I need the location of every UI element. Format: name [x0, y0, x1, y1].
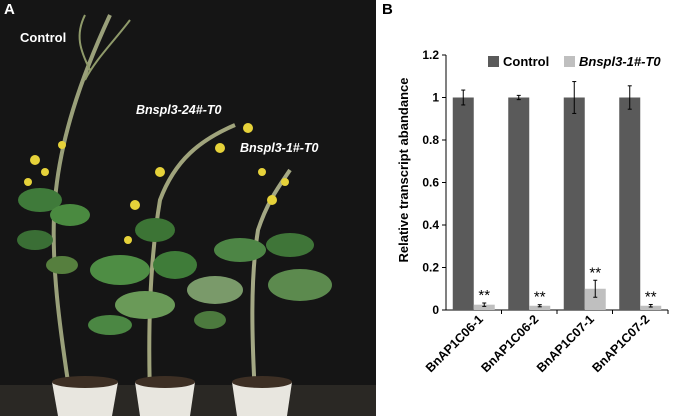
mutant-1-plant-label: Bnspl3-1#-T0 — [240, 141, 319, 155]
mutant-24-plant-leaf — [88, 315, 132, 335]
mutant-24-plant-flower — [155, 167, 165, 177]
legend-label-control: Control — [503, 54, 549, 69]
control-pot-soil — [52, 376, 118, 388]
mutant-24-plant-leaf — [153, 251, 197, 279]
mutant-24-plant-leaf — [90, 255, 150, 285]
y-tick-label: 0.8 — [422, 133, 439, 147]
transcript-bar-chart: B ** ****** 00.20.40.60.811.2 BnAP1C06-1B… — [382, 1, 669, 375]
control-plant-label: Control — [20, 30, 66, 45]
control-plant-leaf — [18, 188, 62, 212]
control-plant-flower — [30, 155, 40, 165]
mutant-24-plant-leaf — [135, 218, 175, 242]
control-plant-flower — [24, 178, 32, 186]
y-tick-label: 0.2 — [422, 261, 439, 275]
significance-marker: ** — [589, 264, 601, 281]
mutant-1-pot — [232, 382, 292, 416]
mutant-24-plant-leaf — [115, 291, 175, 319]
control-plant-flower — [58, 141, 66, 149]
mutant-24-plant-flower — [243, 123, 253, 133]
control-plant-branch — [78, 14, 91, 71]
significance-marker: ** — [478, 287, 490, 304]
mutant-1-pot-soil — [232, 376, 292, 388]
control-plant-leaf — [17, 230, 53, 250]
y-tick-label: 0.6 — [422, 176, 439, 190]
mutant-24-plant-label: Bnspl3-24#-T0 — [136, 103, 221, 117]
legend-swatch-mutant — [564, 56, 575, 67]
significance-marker: ** — [534, 289, 546, 306]
mutant-24-pot-soil — [135, 376, 195, 388]
bar-mutant — [529, 305, 551, 310]
panel-a-label: A — [4, 1, 15, 18]
bar-mutant — [584, 288, 606, 310]
plant-photo-panel: A Control Bnspl3-24#-T0 Bnspl3-1#-T0 — [0, 0, 376, 416]
significance-marker: ** — [645, 288, 657, 305]
y-tick-label: 1.2 — [422, 48, 439, 62]
x-category-label: BnAP1C06-1 — [423, 312, 486, 375]
panel-b-label: B — [382, 1, 393, 18]
control-plant-flower — [41, 168, 49, 176]
mutant-1-plant-flower — [267, 195, 277, 205]
x-category-label: BnAP1C07-2 — [589, 312, 652, 375]
control-plant-leaf — [46, 256, 78, 274]
mutant-24-plant-stem — [147, 123, 236, 396]
control-pot — [52, 382, 118, 416]
x-category-label: BnAP1C07-1 — [534, 312, 597, 375]
y-tick-label: 1 — [432, 91, 439, 105]
legend-swatch-control — [488, 56, 499, 67]
mutant-1-plant-leaf — [194, 311, 226, 329]
bar-mutant — [640, 305, 662, 310]
y-tick-label: 0.4 — [422, 218, 439, 232]
y-tick-label: 0 — [432, 303, 439, 317]
mutant-1-plant-leaf — [187, 276, 243, 304]
mutant-24-plant-flower — [124, 236, 132, 244]
mutant-1-plant-flower — [258, 168, 266, 176]
mutant-24-plant-flower — [215, 143, 225, 153]
control-plant-leaf — [50, 204, 90, 226]
y-axis-label: Relative transcript abandance — [396, 78, 411, 263]
bar-control — [563, 97, 585, 310]
bar-control — [508, 97, 530, 310]
mutant-24-pot — [135, 382, 195, 416]
legend-label-mutant: Bnspl3-1#-T0 — [579, 54, 661, 69]
mutant-1-plant-flower — [281, 178, 289, 186]
bar-mutant — [473, 304, 495, 310]
x-category-label: BnAP1C06-2 — [478, 312, 541, 375]
mutant-1-plant-leaf — [214, 238, 266, 262]
bar-control — [619, 97, 641, 310]
control-plant-branch — [84, 19, 131, 81]
mutant-1-plant-leaf — [266, 233, 314, 257]
bar-control — [452, 97, 474, 310]
mutant-24-plant-flower — [130, 200, 140, 210]
mutant-1-plant-leaf — [268, 269, 332, 301]
